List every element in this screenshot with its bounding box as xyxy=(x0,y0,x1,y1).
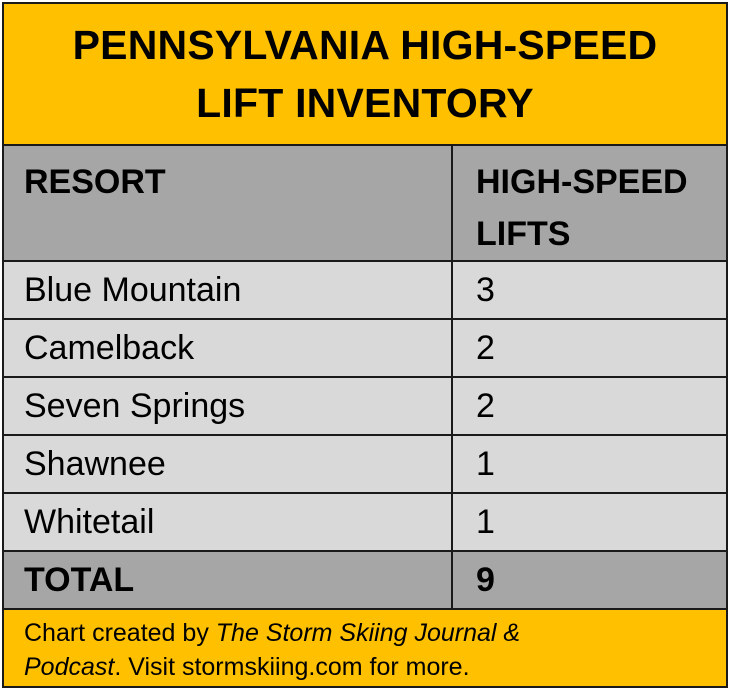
source-credit: Chart created by The Storm Skiing Journa… xyxy=(4,610,726,686)
lift-count: 2 xyxy=(476,386,495,425)
lift-count: 2 xyxy=(476,328,495,367)
total-value: 9 xyxy=(476,560,495,599)
total-label: TOTAL xyxy=(24,560,135,599)
column-divider xyxy=(451,146,453,610)
lift-count: 1 xyxy=(476,444,495,483)
table-row: Blue Mountain 3 xyxy=(4,262,726,320)
resort-name: Shawnee xyxy=(24,444,166,483)
table-row: Whitetail 1 xyxy=(4,494,726,552)
credit-publication-cont: Podcast xyxy=(24,653,115,681)
credit-publication: The Storm Skiing Journal & xyxy=(215,619,521,647)
table-row: Shawnee 1 xyxy=(4,436,726,494)
header-lifts-line-1: HIGH-SPEED xyxy=(476,163,688,201)
column-header-row: RESORT HIGH-SPEED LIFTS xyxy=(4,146,726,262)
credit-suffix: . Visit stormskiing.com for more. xyxy=(114,653,470,681)
lift-count: 3 xyxy=(476,270,495,309)
table-title: PENNSYLVANIA HIGH-SPEED LIFT INVENTORY xyxy=(4,4,726,146)
resort-name: Camelback xyxy=(24,328,195,367)
lift-inventory-table: PENNSYLVANIA HIGH-SPEED LIFT INVENTORY R… xyxy=(2,2,728,688)
title-line-1: PENNSYLVANIA HIGH-SPEED xyxy=(72,22,658,68)
header-lifts-line-2: LIFTS xyxy=(476,215,571,253)
lift-count: 1 xyxy=(476,502,495,541)
header-high-speed-lifts: HIGH-SPEED LIFTS xyxy=(452,146,726,260)
table-row: Camelback 2 xyxy=(4,320,726,378)
credit-prefix: Chart created by xyxy=(24,619,216,647)
resort-name: Seven Springs xyxy=(24,386,246,425)
total-row: TOTAL 9 xyxy=(4,552,726,610)
table-row: Seven Springs 2 xyxy=(4,378,726,436)
title-line-2: LIFT INVENTORY xyxy=(196,80,534,126)
header-resort: RESORT xyxy=(24,163,166,201)
resort-name: Whitetail xyxy=(24,502,155,541)
resort-name: Blue Mountain xyxy=(24,270,242,309)
